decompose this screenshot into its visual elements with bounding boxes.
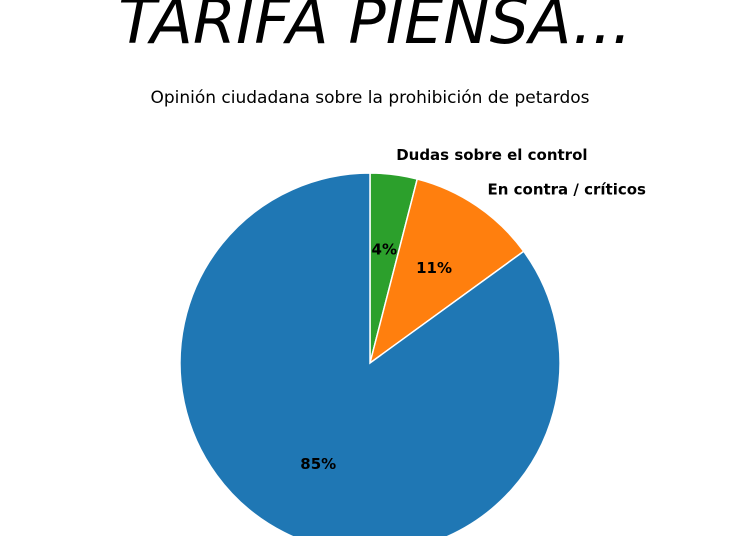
category-label: Dudas sobre el control [396, 146, 587, 164]
pie-slice [179, 172, 561, 536]
value-label: 11% [416, 259, 452, 277]
chart-subtitle: Opinión ciudadana sobre la prohibición d… [150, 88, 589, 108]
category-label: En contra / críticos [487, 181, 646, 199]
value-label: 4% [372, 240, 397, 258]
value-label: 85% [300, 455, 336, 473]
chart-title: TARIFA PIENSA... [118, 0, 631, 58]
pie-slice [368, 178, 525, 365]
